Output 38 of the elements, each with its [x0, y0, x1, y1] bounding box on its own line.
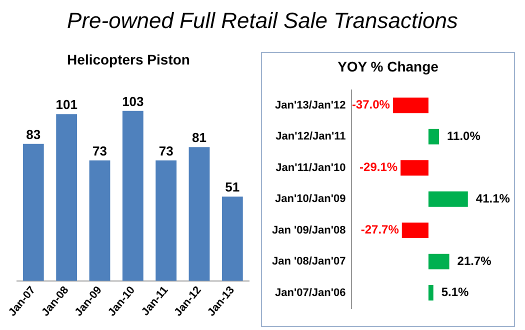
y-tick-label: Jan'13/Jan'12: [275, 99, 346, 112]
data-label: 21.7%: [457, 254, 492, 268]
bar: [428, 191, 468, 207]
y-tick-label: Jan'07/Jan'06: [275, 286, 346, 299]
data-label: 51: [225, 180, 240, 195]
bar: [400, 160, 428, 176]
data-label: 73: [158, 143, 174, 158]
data-label: 5.1%: [441, 285, 470, 300]
bar: [156, 160, 177, 281]
data-label: 41.1%: [476, 191, 510, 206]
data-label: 103: [122, 94, 144, 109]
y-tick-label: Jan'11/Jan'10: [276, 162, 346, 174]
chart-title: Helicopters Piston: [67, 51, 190, 68]
data-label: 83: [26, 126, 41, 142]
y-tick-label: Jan'12/Jan'11: [276, 130, 346, 143]
chart-title: YOY % Change: [338, 58, 439, 74]
y-tick-label: Jan '08/Jan'07: [272, 256, 346, 268]
bar: [222, 196, 243, 281]
bar: [122, 110, 144, 281]
bar: [188, 147, 210, 281]
bar: [22, 144, 44, 281]
bar: [392, 98, 428, 114]
bar: [428, 254, 450, 270]
y-tick-label: Jan '09/Jan'08: [272, 224, 346, 236]
data-label: 11.0%: [447, 128, 481, 143]
data-label: 81: [192, 130, 206, 146]
data-label: -37.0%: [352, 98, 390, 112]
data-label: -29.1%: [360, 160, 398, 174]
bar: [428, 285, 434, 301]
y-tick-label: Jan'10/Jan'09: [275, 193, 346, 206]
text: Pre-owned Full Retail Sale Transactions: [66, 8, 459, 35]
data-label: 73: [92, 143, 107, 158]
bar: [402, 222, 428, 238]
bar: [89, 160, 110, 281]
bar: [56, 114, 78, 281]
data-label: 101: [56, 97, 78, 112]
bar: [428, 128, 440, 144]
data-label: -27.7%: [360, 222, 400, 237]
